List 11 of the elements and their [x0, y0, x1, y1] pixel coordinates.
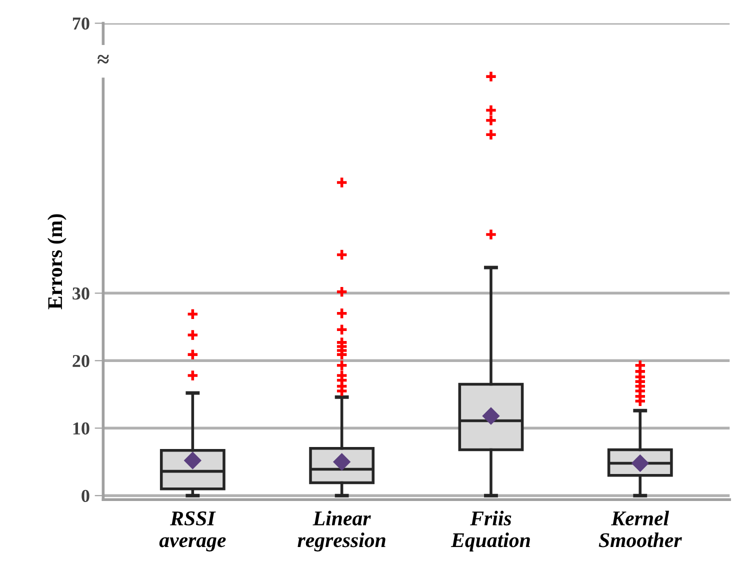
x-tick-label: Friis Equation	[450, 510, 530, 552]
y-tick-label: 0	[82, 490, 90, 502]
y-tick-label: 10	[73, 422, 90, 435]
x-tick-label: RSSI average	[159, 511, 226, 552]
y-tick-label: 30	[72, 287, 90, 300]
y-tick-label: 70	[72, 17, 90, 30]
x-tick-label: Kernel Smoother	[598, 510, 682, 548]
x-tick-label: Linear regression	[298, 510, 386, 552]
y-axis-title: Errors (m)	[47, 214, 66, 310]
annotation: ≈	[98, 54, 109, 64]
y-tick-label: 20	[72, 354, 90, 368]
